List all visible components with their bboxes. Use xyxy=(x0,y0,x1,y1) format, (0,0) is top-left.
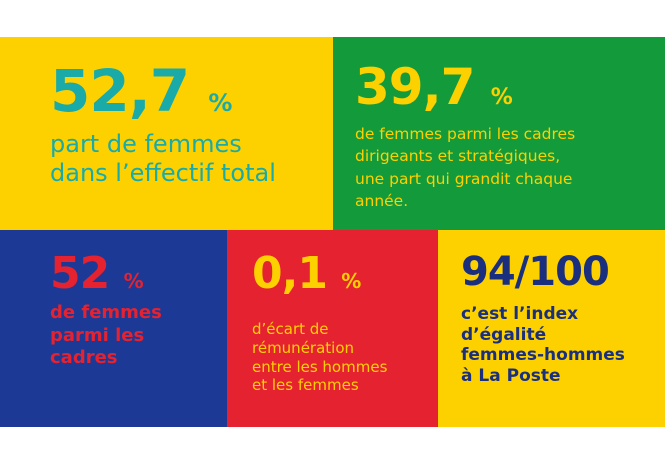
stat-description-line: part de femmes xyxy=(50,130,242,158)
stat-tile-equality-index: 94/100 c’est l’index d’égalité femmes-ho… xyxy=(438,230,665,427)
stat-description: d’écart de rémunération entre les hommes… xyxy=(252,320,387,395)
stat-value: 52 % xyxy=(50,252,144,296)
stat-tile-women-executives: 39,7 % de femmes parmi les cadres dirige… xyxy=(333,37,665,230)
stat-unit: % xyxy=(208,89,233,117)
stat-unit: % xyxy=(490,85,513,110)
stat-description-line: dirigeants et stratégiques, xyxy=(355,147,561,166)
stat-value: 0,1 % xyxy=(252,252,361,296)
stat-description-line: femmes-hommes xyxy=(461,345,625,366)
stat-number: 39,7 xyxy=(355,58,475,116)
stat-description-line: de femmes parmi les cadres xyxy=(355,125,576,143)
stat-description-line: et les femmes xyxy=(252,376,359,395)
stat-value: 94/100 xyxy=(461,249,610,295)
stat-description-line: d’écart de xyxy=(252,320,329,338)
stats-grid: 52,7 % part de femmes dans l’effectif to… xyxy=(0,37,665,427)
stat-unit: % xyxy=(341,269,362,293)
stat-description-line: d’égalité xyxy=(461,324,547,345)
stat-value: 39,7 % xyxy=(355,62,513,112)
stat-tile-women-share: 52,7 % part de femmes dans l’effectif to… xyxy=(0,37,333,230)
stat-description: c’est l’index d’égalité femmes-hommes à … xyxy=(461,304,625,387)
stat-tile-women-managers: 52 % de femmes parmi les cadres xyxy=(0,230,227,427)
stat-description-line: dans l’effectif total xyxy=(50,158,276,187)
stat-description-line: année. xyxy=(355,192,409,211)
stat-value: 52,7 % xyxy=(50,62,232,120)
stat-number: 94/100 xyxy=(461,249,610,295)
stat-description-line: à La Poste xyxy=(461,366,561,387)
stat-description-line: cadres xyxy=(50,347,118,368)
stat-unit: % xyxy=(123,269,144,293)
stat-description: de femmes parmi les cadres xyxy=(50,302,162,370)
stat-description-line: c’est l’index xyxy=(461,304,579,324)
stat-description-line: de femmes xyxy=(50,302,162,323)
stat-description-line: rémunération xyxy=(252,338,355,357)
stat-tile-pay-gap: 0,1 % d’écart de rémunération entre les … xyxy=(227,230,438,427)
stat-number: 52,7 xyxy=(50,57,190,125)
stat-number: 0,1 xyxy=(252,248,328,299)
stat-description-line: une part qui grandit chaque xyxy=(355,169,573,188)
stat-description: de femmes parmi les cadres dirigeants et… xyxy=(355,123,575,213)
stat-description-line: parmi les xyxy=(50,324,145,346)
stat-description-line: entre les hommes xyxy=(252,357,388,376)
stat-number: 52 xyxy=(50,248,110,299)
stat-description: part de femmes dans l’effectif total xyxy=(50,130,276,188)
